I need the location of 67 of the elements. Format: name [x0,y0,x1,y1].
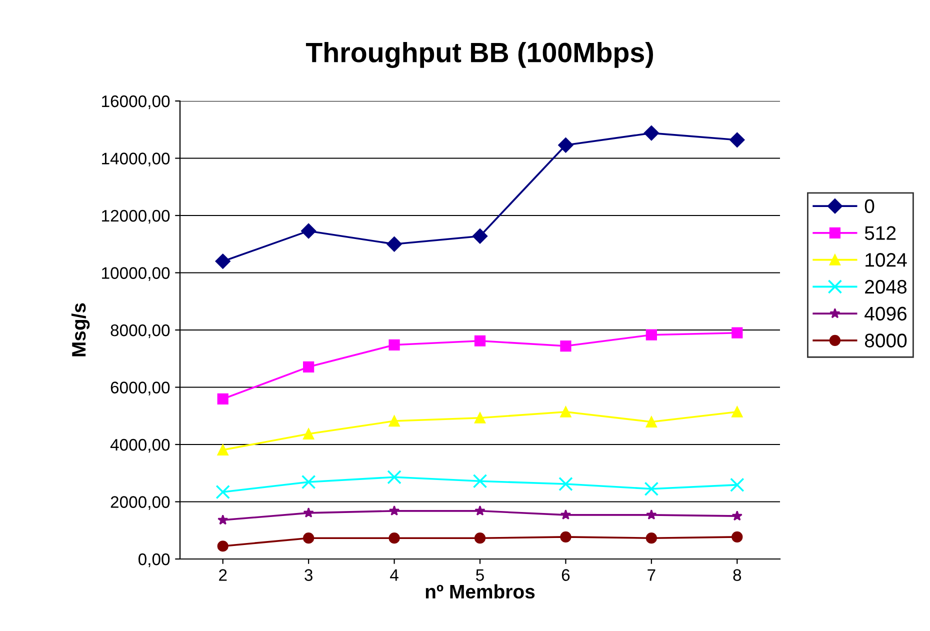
point [560,406,572,418]
y-axis-title: Msg/s [71,303,90,356]
point [386,236,402,252]
point [217,444,228,456]
point [217,540,228,552]
y-tick-label: 8000,00 [110,324,170,338]
point [558,138,574,153]
point [474,412,486,424]
point [217,393,228,405]
y-tick-label: 0,00 [138,553,170,568]
point [732,327,743,338]
point [474,505,486,516]
point [646,532,657,544]
point [303,532,314,544]
point [216,484,230,500]
point [560,340,572,352]
point [560,531,572,543]
point [303,507,314,518]
y-tick-label: 14000,00 [102,152,170,166]
point [303,361,314,372]
x-axis-title: nº Membros [426,584,535,599]
point [387,470,402,484]
x-tick-label: 4 [390,569,398,581]
point [472,474,488,488]
x-tick-label: 2 [219,569,227,581]
point [732,531,743,543]
legend-label: 4096 [864,306,907,321]
point [644,125,659,141]
point [301,474,316,490]
point [646,509,657,520]
legend-label: 2048 [865,280,907,294]
point [732,510,742,521]
y-tick-label: 2000,00 [110,496,170,510]
y-tick-label: 10000,00 [102,267,170,281]
point [218,514,228,525]
x-tick-label: 7 [648,569,656,581]
point [646,416,657,428]
x-tick-label: 5 [476,569,484,581]
point [215,254,230,269]
point [644,482,659,496]
point [646,329,657,340]
point [732,406,743,418]
y-tick-label: 12000,00 [102,210,170,224]
point [301,223,316,239]
point [474,532,486,544]
point [730,478,744,492]
y-tick-label: 4000,00 [110,438,170,453]
point [388,505,400,516]
legend-label: 1024 [866,253,907,267]
point [558,476,573,492]
x-tick-label: 8 [733,569,742,581]
x-tick-label: 6 [562,569,570,581]
point [388,339,400,350]
legend-label: 8000 [864,334,907,348]
point [388,415,400,427]
point [303,428,314,440]
point [560,509,572,520]
point [474,335,486,346]
x-tick-label: 3 [304,569,312,581]
point [730,132,745,148]
legend-label: 0 [864,199,874,214]
y-tick-label: 16000,00 [102,95,170,110]
chart-title: Throughput BB (100Mbps) [306,42,653,68]
legend-label: 512 [864,226,896,240]
y-tick-label: 6000,00 [110,382,170,396]
point [388,532,400,544]
point [472,228,488,244]
